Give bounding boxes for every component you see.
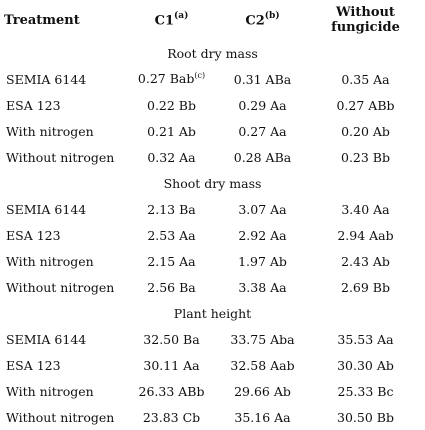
section-header-row: Plant height [0,300,425,326]
table-row: With nitrogen 2.15 Aa 1.97 Ab 2.43 Ab [0,248,425,274]
table-row: Without nitrogen 23.83 Cb 35.16 Aa 30.50 Bb [0,404,425,430]
without-fungicide-cell: 3.40 Aa [341,201,390,217]
c2-cell: 2.92 Aa [238,227,287,243]
treatment-cell: ESA 123 [6,357,61,373]
without-fungicide-cell: 30.50 Bb [337,409,394,425]
c1-cell: 2.53 Aa [147,227,196,243]
c2-cell: 3.07 Aa [238,201,287,217]
without-fungicide-cell: 0.27 ABb [336,97,395,113]
c1-cell: 2.15 Aa [147,253,196,269]
c2-cell: 35.16 Aa [234,409,291,425]
without-fungicide-cell: 2.43 Ab [341,253,390,269]
c1-cell: 23.83 Cb [142,409,201,425]
c2-cell: 3.38 Aa [238,279,287,295]
treatment-cell: Without nitrogen [6,149,115,165]
header-without-fungicide: Without fungicide [331,5,400,35]
header-c2: C2(b) [245,10,280,29]
table-row: Without nitrogen 0.32 Aa 0.28 ABa 0.23 Bb [0,144,425,170]
table-row: With nitrogen 26.33 ABb 29.66 Ab 25.33 Bc [0,378,425,404]
c1-cell: 26.33 ABb [138,383,205,399]
without-fungicide-cell: 25.33 Bc [337,383,394,399]
c1-cell: 2.13 Ba [147,201,196,217]
c1-cell: 0.27 Bab(c) [137,71,206,87]
c2-cell: 0.31 ABa [233,71,292,87]
c2-cell: 0.27 Aa [238,123,287,139]
table-row: ESA 123 0.22 Bb 0.29 Aa 0.27 ABb [0,92,425,118]
section-title: Shoot dry mass [163,175,262,191]
table-row: Without nitrogen 2.56 Ba 3.38 Aa 2.69 Bb [0,274,425,300]
c2-cell: 33.75 Aba [230,331,295,347]
footnote-mark: (c) [194,71,206,81]
c1-footnote-mark: (a) [174,10,189,21]
section-title: Root dry mass [167,45,258,61]
c1-cell: 32.50 Ba [143,331,200,347]
treatment-cell: With nitrogen [6,383,94,399]
c2-cell: 1.97 Ab [238,253,287,269]
table-header: Treatment C1(a) C2(b) Without fungicide [0,0,425,40]
without-fungicide-cell: 35.53 Aa [337,331,394,347]
table-row: With nitrogen 0.21 Ab 0.27 Aa 0.20 Ab [0,118,425,144]
section-header-row: Root dry mass [0,40,425,66]
treatment-cell: With nitrogen [6,123,94,139]
c2-footnote-mark: (b) [264,10,280,21]
treatment-cell: Without nitrogen [6,409,115,425]
c2-cell: 29.66 Ab [234,383,291,399]
section-title: Plant height [173,305,252,321]
c1-cell: 0.22 Bb [147,97,196,113]
treatment-cell: With nitrogen [6,253,94,269]
treatment-cell: SEMIA 6144 [6,201,87,217]
c2-cell: 0.28 ABa [233,149,292,165]
treatment-cell: ESA 123 [6,227,61,243]
section-header-row: Shoot dry mass [0,170,425,196]
without-fungicide-cell: 0.35 Aa [341,71,390,87]
c2-cell: 32.58 Aab [230,357,295,373]
without-fungicide-cell: 30.30 Ab [337,357,394,373]
c2-cell: 0.29 Aa [238,97,287,113]
c1-cell: 2.56 Ba [147,279,196,295]
c1-cell: 0.32 Aa [147,149,196,165]
table-row: SEMIA 6144 0.27 Bab(c) 0.31 ABa 0.35 Aa [0,66,425,92]
without-fungicide-cell: 0.20 Ab [341,123,390,139]
without-fungicide-cell: 0.23 Bb [341,149,390,165]
table-row: SEMIA 6144 32.50 Ba 33.75 Aba 35.53 Aa [0,326,425,352]
without-fungicide-cell: 2.69 Bb [341,279,390,295]
table-row: ESA 123 30.11 Aa 32.58 Aab 30.30 Ab [0,352,425,378]
header-c1: C1(a) [154,10,189,29]
c1-cell: 30.11 Aa [143,357,200,373]
without-fungicide-cell: 2.94 Aab [337,227,394,243]
treatment-cell: ESA 123 [6,97,61,113]
table-row: SEMIA 6144 2.13 Ba 3.07 Aa 3.40 Aa [0,196,425,222]
treatment-cell: SEMIA 6144 [6,331,87,347]
table-body: Root dry mass SEMIA 6144 0.27 Bab(c) 0.31 A… [0,40,425,430]
treatment-cell: Without nitrogen [6,279,115,295]
c1-cell: 0.21 Ab [147,123,196,139]
header-treatment: Treatment [4,12,80,28]
treatment-cell: SEMIA 6144 [6,71,87,87]
table-row: ESA 123 2.53 Aa 2.92 Aa 2.94 Aab [0,222,425,248]
